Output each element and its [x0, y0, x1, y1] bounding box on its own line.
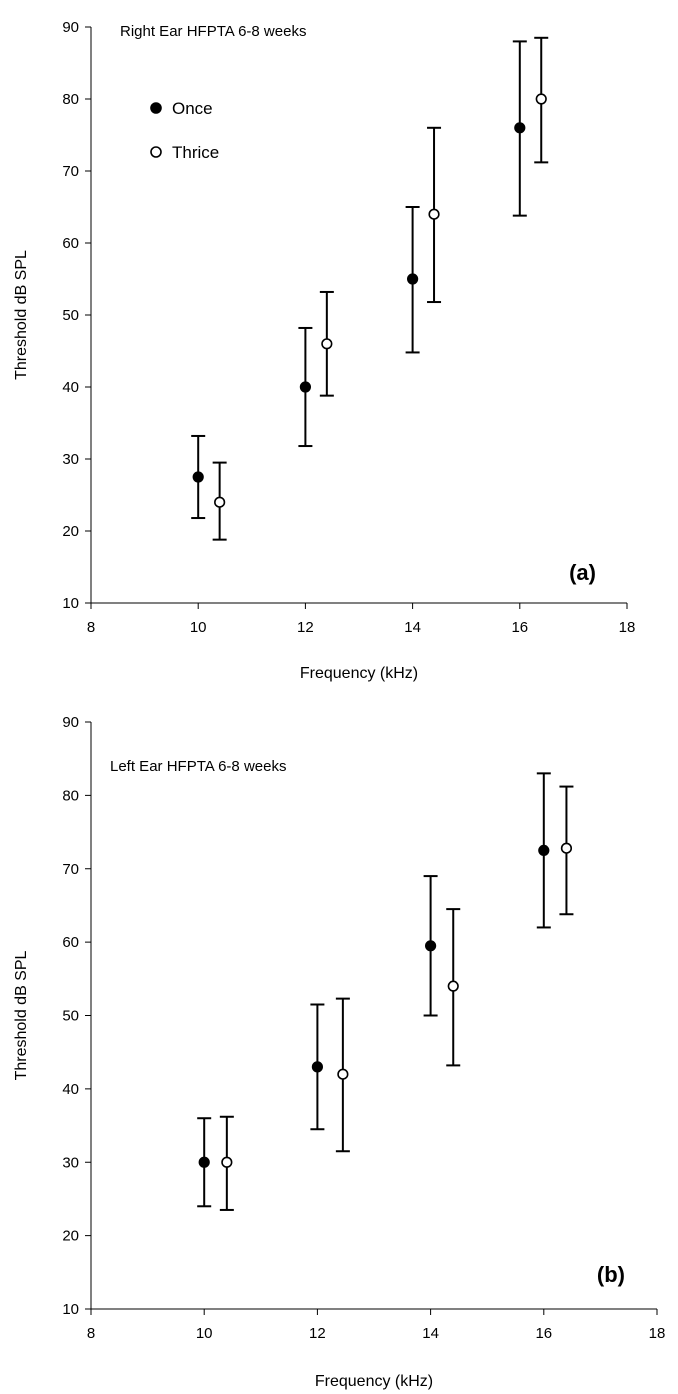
x-tick-label: 8 — [87, 619, 95, 636]
y-tick-label: 70 — [62, 861, 79, 878]
y-tick-label: 20 — [62, 1228, 79, 1245]
x-tick-label: 14 — [422, 1325, 439, 1342]
legend-label-thrice: Thrice — [172, 143, 219, 162]
panel-label: (a) — [569, 560, 596, 585]
x-tick-label: 8 — [87, 1325, 95, 1342]
x-tick-label: 18 — [619, 619, 636, 636]
y-tick-label: 60 — [62, 235, 79, 252]
legend-marker-thrice — [150, 146, 162, 158]
x-tick-label: 10 — [190, 619, 207, 636]
data-point-once — [299, 381, 312, 393]
chart-panel-2: 10 20 30 40 50 60 70 80 90 8 10 12 14 16 18 Frequency (… — [13, 714, 665, 1390]
data-point-thrice — [535, 93, 547, 105]
y-tick-label: 40 — [62, 379, 79, 396]
data-point-thrice — [447, 980, 459, 992]
data-point-once — [425, 940, 437, 952]
data-point-once — [407, 273, 419, 285]
y-tick-label: 90 — [62, 714, 79, 731]
y-tick-label: 80 — [62, 91, 79, 108]
data-point-once — [311, 1061, 324, 1073]
x-tick-label: 16 — [511, 619, 528, 636]
chart-panel-1: 10 20 30 40 50 60 70 80 90 8 10 12 14 16 18 Frequency (… — [13, 19, 635, 682]
x-tick-label: 16 — [535, 1325, 552, 1342]
y-tick-label: 90 — [62, 19, 79, 36]
x-tick-label: 10 — [196, 1325, 213, 1342]
y-tick-label: 30 — [62, 1154, 79, 1171]
chart-title: Right Ear HFPTA 6-8 weeks — [120, 23, 306, 40]
x-tick-label: 14 — [404, 619, 421, 636]
y-tick-label: 10 — [62, 1301, 79, 1318]
data-point-once — [538, 844, 550, 857]
y-tick-label: 50 — [62, 307, 79, 324]
chart-title: Left Ear HFPTA 6-8 weeks — [110, 758, 286, 775]
x-axis-title: Frequency (kHz) — [300, 665, 418, 682]
series-once — [197, 772, 551, 1208]
series-thrice — [212, 36, 549, 541]
data-point-thrice — [428, 208, 440, 220]
data-point-once — [198, 1156, 210, 1168]
legend-marker-once — [150, 102, 162, 114]
x-tick-label: 12 — [309, 1325, 326, 1342]
y-tick-label: 10 — [62, 595, 79, 612]
series-thrice — [219, 785, 574, 1211]
y-tick-label: 20 — [62, 523, 79, 540]
data-point-once — [514, 122, 526, 134]
data-point-thrice — [214, 496, 226, 508]
y-axis-title: Threshold dB SPL — [13, 250, 30, 380]
data-point-once — [192, 471, 204, 483]
y-axis-title: Threshold dB SPL — [13, 950, 30, 1080]
data-point-thrice — [337, 1068, 349, 1080]
y-tick-label: 50 — [62, 1008, 79, 1025]
series-once — [191, 40, 527, 520]
panel-label: (b) — [597, 1262, 625, 1287]
y-tick-label: 40 — [62, 1081, 79, 1098]
legend-label-once: Once — [172, 99, 213, 118]
data-point-thrice — [221, 1156, 233, 1168]
y-tick-label: 60 — [62, 934, 79, 951]
y-tick-label: 80 — [62, 787, 79, 804]
legend: Once Thrice — [150, 99, 219, 162]
x-tick-label: 12 — [297, 619, 314, 636]
data-point-thrice — [560, 842, 573, 854]
x-tick-label: 18 — [649, 1325, 666, 1342]
y-tick-label: 70 — [62, 163, 79, 180]
y-tick-label: 30 — [62, 451, 79, 468]
x-axis-title: Frequency (kHz) — [315, 1373, 433, 1390]
data-point-thrice — [321, 338, 333, 350]
